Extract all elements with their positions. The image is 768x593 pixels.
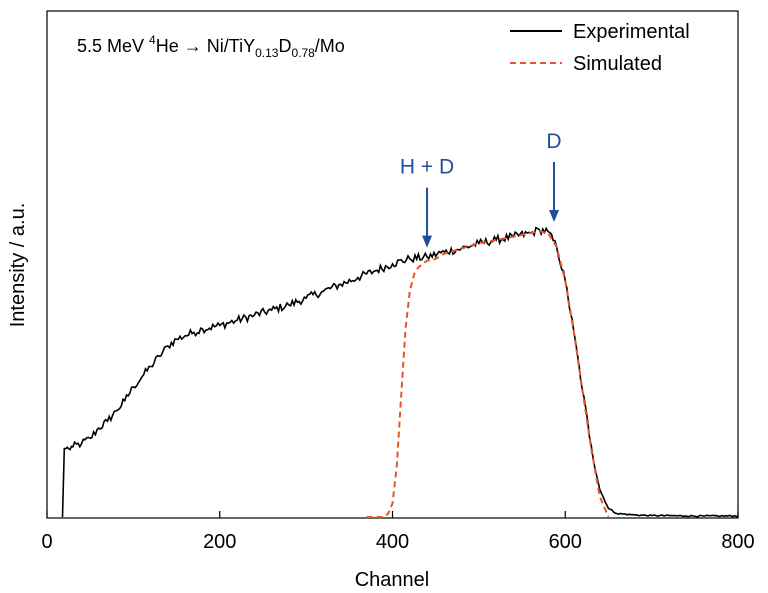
title-part-mid2: D bbox=[278, 36, 291, 56]
annotation-arrow-head-icon bbox=[422, 235, 433, 248]
annotation-h-plus-d: H + D bbox=[400, 156, 454, 248]
title-part-pre: 5.5 MeV bbox=[77, 36, 149, 56]
legend-experimental-label: Experimental bbox=[573, 21, 690, 43]
series-layer bbox=[61, 226, 739, 518]
x-tick-label: 0 bbox=[41, 531, 52, 553]
annotation-label: D bbox=[546, 130, 561, 153]
annotation-d: D bbox=[546, 130, 562, 223]
legend-simulated-label: Simulated bbox=[573, 53, 662, 75]
x-axis-ticks: 0 200 400 600 800 bbox=[41, 511, 755, 553]
experimental-series-line bbox=[61, 226, 739, 518]
x-axis-label: Channel bbox=[355, 569, 430, 591]
annotation-arrow-head-icon bbox=[549, 210, 560, 223]
title-subscript-2: 0.78 bbox=[291, 46, 315, 60]
title-superscript: 4 bbox=[149, 33, 156, 47]
chart-title: 5.5 MeV 4He → Ni/TiY0.13D0.78/Mo bbox=[77, 33, 345, 60]
annotation-label: H + D bbox=[400, 156, 454, 179]
x-tick-label: 600 bbox=[549, 531, 582, 553]
annotation-layer: H + D D bbox=[400, 130, 562, 248]
legend: Experimental Simulated bbox=[510, 21, 690, 75]
y-axis-label: Intensity / a.u. bbox=[7, 203, 29, 328]
title-subscript-1: 0.13 bbox=[255, 46, 279, 60]
x-tick-label: 400 bbox=[376, 531, 409, 553]
title-part-post: /Mo bbox=[315, 36, 345, 56]
title-part-mid: He → Ni/TiY bbox=[156, 36, 255, 56]
simulated-series-line bbox=[366, 230, 610, 518]
x-tick-label: 800 bbox=[721, 531, 754, 553]
x-tick-label: 200 bbox=[203, 531, 236, 553]
